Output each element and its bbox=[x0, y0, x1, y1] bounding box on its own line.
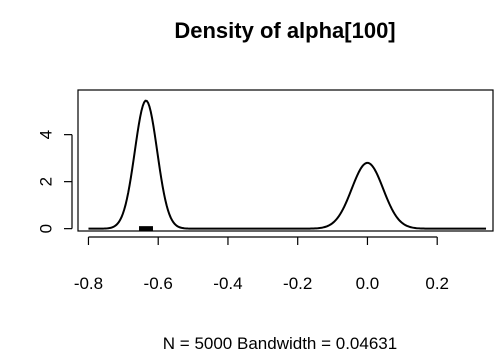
y-axis: 0 2 4 bbox=[37, 130, 73, 233]
density-curve bbox=[88, 99, 487, 230]
x-axis: -0.8 -0.6 -0.4 -0.2 0.0 0.2 bbox=[74, 236, 449, 293]
y-tick-label: 4 bbox=[37, 130, 56, 139]
x-axis-label: N = 5000 Bandwidth = 0.04631 bbox=[163, 334, 397, 353]
x-tick-label: -0.2 bbox=[283, 274, 312, 293]
x-tick-label: -0.8 bbox=[74, 274, 103, 293]
x-tick-label: 0.0 bbox=[356, 274, 380, 293]
y-tick-label: 2 bbox=[37, 177, 56, 186]
x-tick-label: -0.4 bbox=[213, 274, 242, 293]
x-tick-label: -0.6 bbox=[144, 274, 173, 293]
y-tick-label: 0 bbox=[37, 224, 56, 233]
chart-title: Density of alpha[100] bbox=[174, 18, 395, 43]
x-tick-label: 0.2 bbox=[425, 274, 449, 293]
plot-frame bbox=[77, 89, 494, 232]
